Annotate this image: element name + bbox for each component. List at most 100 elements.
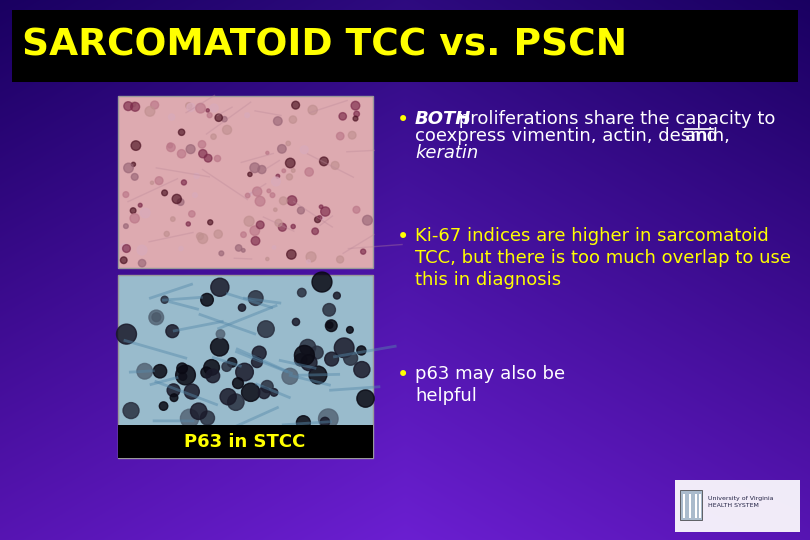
Circle shape [122,245,130,252]
Circle shape [296,416,310,430]
Circle shape [123,192,129,198]
Circle shape [131,162,135,166]
Circle shape [278,145,286,153]
Circle shape [312,228,318,234]
Circle shape [258,165,266,173]
Circle shape [354,111,360,117]
Circle shape [164,231,169,237]
Circle shape [177,433,185,441]
Text: and: and [685,127,719,145]
Text: BOTH: BOTH [415,110,471,128]
Circle shape [272,246,276,249]
Circle shape [241,383,260,401]
Circle shape [292,101,300,109]
Circle shape [123,403,139,418]
Circle shape [137,363,152,379]
Circle shape [185,384,199,399]
Circle shape [167,384,180,397]
Circle shape [337,256,343,263]
Circle shape [215,114,223,122]
Circle shape [166,325,179,338]
Circle shape [363,215,373,225]
Circle shape [353,116,358,121]
Circle shape [193,193,198,198]
Circle shape [117,324,136,344]
Text: •: • [397,227,409,247]
Circle shape [161,296,168,303]
Circle shape [151,448,159,455]
Circle shape [152,313,161,322]
Circle shape [121,244,128,251]
Circle shape [282,368,298,384]
Circle shape [292,319,300,326]
Text: keratin: keratin [415,144,478,162]
Circle shape [245,113,249,118]
Circle shape [292,168,295,172]
Circle shape [251,237,260,245]
Circle shape [130,214,139,223]
Circle shape [310,346,323,359]
Circle shape [130,208,136,213]
Circle shape [343,351,358,365]
Circle shape [323,303,335,316]
Circle shape [318,409,338,429]
Circle shape [236,363,254,381]
Circle shape [176,365,195,385]
Circle shape [300,339,316,355]
Circle shape [145,106,155,116]
Circle shape [275,219,282,226]
Circle shape [211,338,228,356]
Circle shape [325,352,339,366]
Circle shape [249,291,263,306]
Circle shape [320,417,330,427]
Text: P63 in STCC: P63 in STCC [185,433,305,451]
Bar [689,494,691,518]
Circle shape [153,364,167,378]
Circle shape [348,131,356,139]
Circle shape [214,230,222,238]
Circle shape [151,181,154,185]
Circle shape [236,245,242,251]
Circle shape [295,354,307,366]
Circle shape [271,177,280,186]
Circle shape [171,217,175,221]
Text: •: • [397,110,409,130]
Circle shape [170,394,178,402]
Circle shape [256,221,264,229]
Circle shape [160,402,168,410]
Circle shape [204,360,220,375]
Circle shape [130,103,139,111]
Circle shape [179,373,187,380]
Circle shape [211,134,216,139]
Circle shape [207,220,213,225]
Circle shape [168,114,175,120]
Circle shape [241,232,246,238]
Circle shape [131,102,136,106]
Text: University of Virginia
HEALTH SYSTEM: University of Virginia HEALTH SYSTEM [708,496,774,508]
Circle shape [287,250,296,259]
Bar [680,490,702,520]
Circle shape [305,168,313,176]
Circle shape [297,288,306,297]
Circle shape [319,157,328,166]
Circle shape [181,180,186,185]
Circle shape [216,330,224,338]
Circle shape [306,252,316,262]
Circle shape [245,193,250,198]
Circle shape [258,387,270,399]
Circle shape [152,450,160,457]
Circle shape [326,320,337,332]
Circle shape [189,211,195,217]
Circle shape [297,207,305,214]
Text: SARCOMATOID TCC vs. PSCN: SARCOMATOID TCC vs. PSCN [22,28,627,64]
Circle shape [261,381,273,393]
Circle shape [321,216,324,220]
Circle shape [321,207,330,216]
Circle shape [258,321,275,338]
Circle shape [139,203,142,207]
Circle shape [270,193,275,198]
Circle shape [244,216,254,226]
Circle shape [139,259,146,267]
Circle shape [206,109,209,112]
Circle shape [201,293,213,306]
